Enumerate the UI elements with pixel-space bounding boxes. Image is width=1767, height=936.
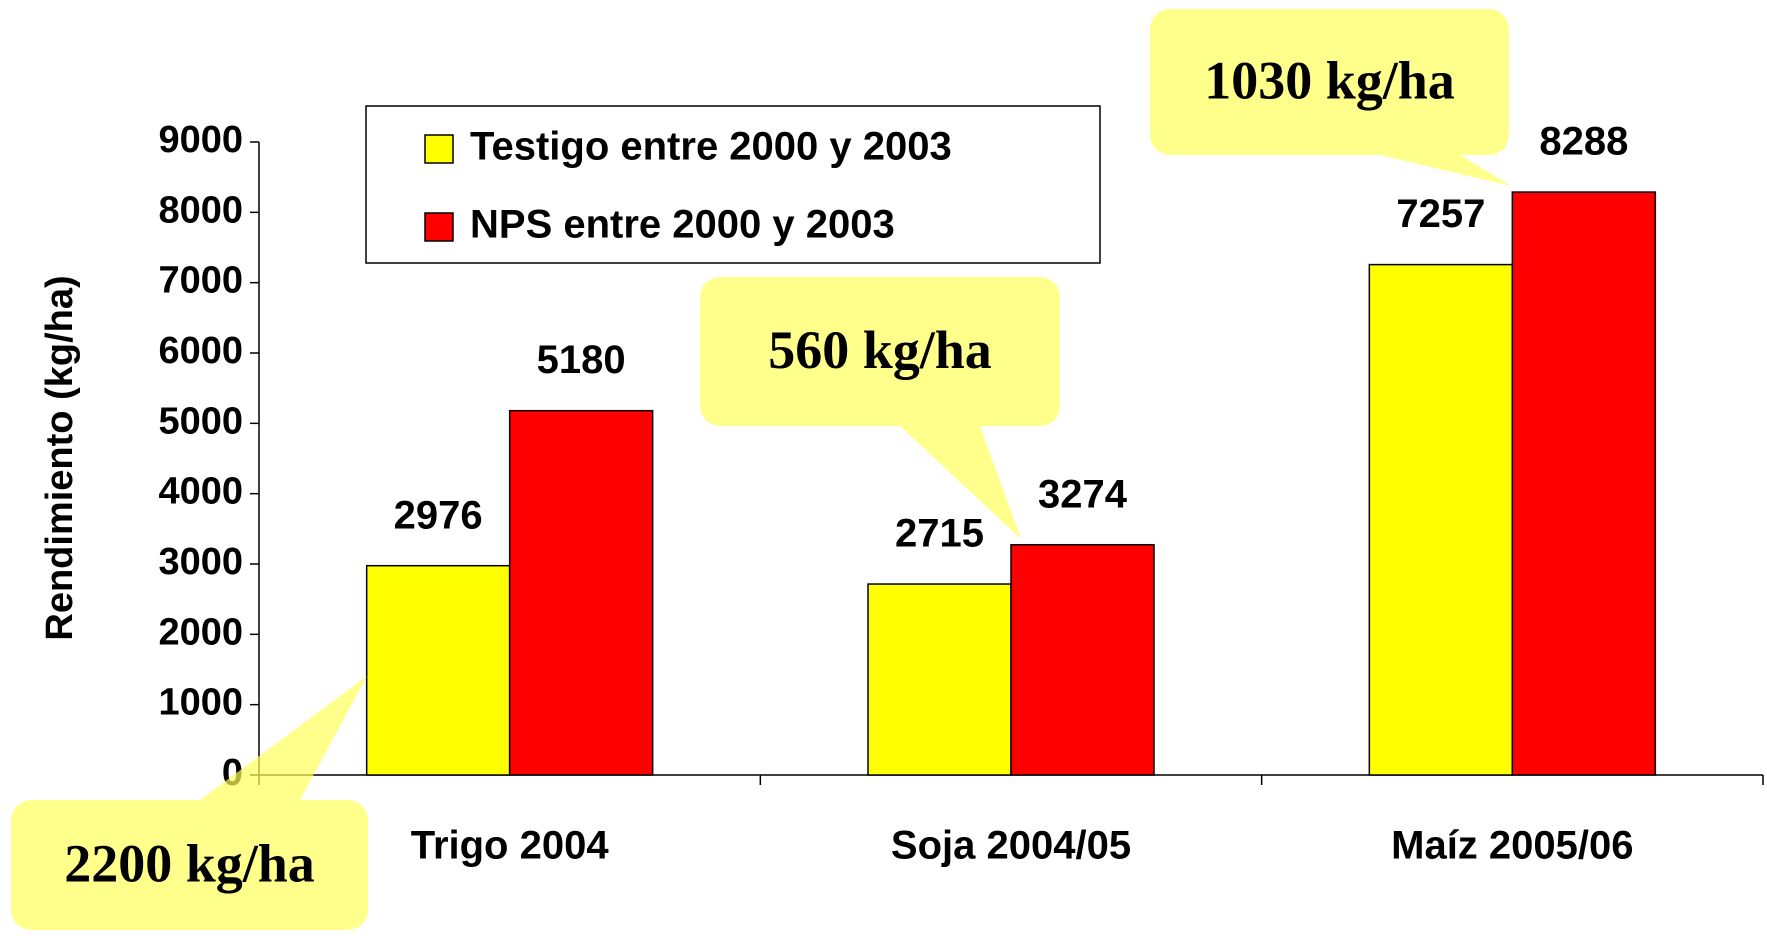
- y-tick-label: 1000: [158, 682, 243, 724]
- y-tick-label: 3000: [158, 541, 243, 583]
- callout-text: 2200 kg/ha: [64, 833, 315, 893]
- callout-box: [11, 800, 368, 930]
- value-label: 7257: [1396, 192, 1485, 236]
- y-tick-label: 6000: [158, 330, 243, 372]
- bar: [867, 583, 1012, 776]
- x-tick-label: Soja 2004/05: [891, 824, 1131, 868]
- callout-box: [700, 277, 1060, 426]
- callout-pointer: [1380, 155, 1511, 186]
- y-axis-label: Rendimiento (kg/ha): [39, 275, 81, 640]
- callout-pointer: [200, 676, 367, 800]
- bar: [508, 409, 654, 776]
- y-tick-label: 7000: [158, 260, 243, 302]
- legend-label: Testigo entre 2000 y 2003: [470, 125, 952, 169]
- callout-box: [1150, 9, 1509, 155]
- value-label: 2976: [394, 493, 483, 537]
- bar: [1010, 543, 1155, 776]
- y-tick-label: 2000: [158, 611, 243, 653]
- bar: [1368, 263, 1514, 776]
- y-tick-label: 5000: [158, 400, 243, 442]
- legend-swatch: [424, 212, 454, 242]
- callout-pointer: [900, 426, 1021, 539]
- legend-box: [365, 105, 1101, 264]
- x-tick-label: Maíz 2005/06: [1391, 824, 1633, 868]
- bar: [365, 564, 511, 776]
- y-tick-label: 8000: [158, 189, 243, 231]
- callout-text: 560 kg/ha: [768, 320, 992, 380]
- value-label: 2715: [895, 512, 984, 556]
- legend-swatch: [424, 134, 454, 164]
- value-label: 5180: [537, 338, 626, 382]
- y-tick-label: 9000: [158, 119, 243, 161]
- value-label: 3274: [1038, 472, 1128, 516]
- x-tick-label: Trigo 2004: [411, 824, 610, 868]
- value-label: 8288: [1539, 120, 1628, 164]
- callout-text: 1030 kg/ha: [1204, 50, 1455, 110]
- bar: [1511, 191, 1657, 776]
- y-tick-label: 4000: [158, 471, 243, 513]
- legend-label: NPS entre 2000 y 2003: [470, 203, 895, 247]
